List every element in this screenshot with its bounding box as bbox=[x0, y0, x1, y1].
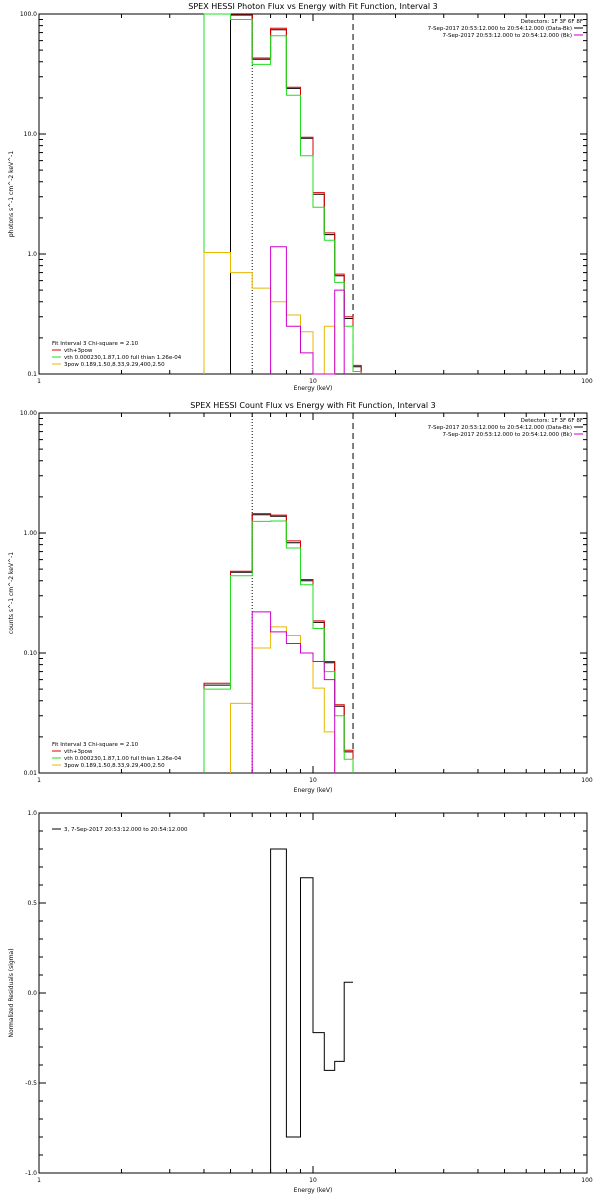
series-vth-3pow bbox=[203, 13, 362, 374]
y-axis: 0.1 1.0 10.0 100.0 bbox=[20, 11, 587, 378]
legend-fit-interval: Fit Interval 3 Chi-square = 2.10 bbox=[52, 742, 139, 748]
y-tick-label: 1.00 bbox=[24, 530, 38, 537]
header-line-data-bk: 7-Sep-2017 20:53:12.000 to 20:54:12.000 … bbox=[428, 26, 572, 32]
series-vth bbox=[203, 520, 354, 773]
y-tick-label: 0.01 bbox=[24, 770, 38, 777]
panel-title: SPEX HESSI Photon Flux vs Energy with Fi… bbox=[188, 2, 438, 11]
x-tick-label: 10 bbox=[309, 1177, 317, 1184]
legend-fit-interval: Fit Interval 3 Chi-square = 2.10 bbox=[52, 341, 139, 347]
y-tick-label: 10.00 bbox=[20, 410, 37, 417]
series-background bbox=[251, 611, 336, 773]
y-axis: -1.0 -0.5 0.0 0.5 1.0 bbox=[25, 810, 587, 1177]
panel-title: SPEX HESSI Count Flux vs Energy with Fit… bbox=[190, 401, 435, 410]
series-background bbox=[270, 246, 345, 375]
header-block: Detectors: 1F 3F 6F 8F 7-Sep-2017 20:53:… bbox=[428, 418, 583, 438]
header-block: Detectors: 1F 3F 6F 8F 7-Sep-2017 20:53:… bbox=[428, 19, 583, 39]
header-line-detectors: Detectors: 1F 3F 6F 8F bbox=[521, 418, 583, 424]
header-line-detectors: Detectors: 1F 3F 6F 8F bbox=[521, 19, 583, 25]
series-3pow bbox=[203, 252, 336, 375]
y-tick-label: 10.0 bbox=[24, 131, 38, 138]
legend-3pow: 3pow 0.189,1.50,8.33,9.29,400,2.50 bbox=[64, 763, 165, 769]
legend: Fit Interval 3 Chi-square = 2.10 vth+3po… bbox=[52, 742, 182, 769]
y-tick-label: 1.0 bbox=[27, 251, 37, 258]
x-tick-label: 1 bbox=[37, 1177, 41, 1184]
x-axis-label: Energy (keV) bbox=[294, 1187, 333, 1194]
y-tick-label: 0.10 bbox=[24, 650, 38, 657]
y-tick-label: 1.0 bbox=[27, 810, 37, 817]
y-tick-label: 0.0 bbox=[27, 990, 37, 997]
x-axis-label: Energy (keV) bbox=[294, 787, 333, 794]
y-axis-label: counts s^-1 cm^-2 keV^-1 bbox=[8, 552, 15, 634]
legend-vth3pow: vth+3pow bbox=[64, 749, 93, 755]
legend-3pow: 3pow 0.189,1.50,8.33,9.29,400,2.50 bbox=[64, 362, 165, 368]
legend: Fit Interval 3 Chi-square = 2.10 vth+3po… bbox=[52, 341, 182, 368]
y-tick-label: -0.5 bbox=[25, 1080, 37, 1087]
x-tick-label: 1 bbox=[37, 378, 41, 385]
y-tick-label: 0.1 bbox=[27, 371, 37, 378]
x-tick-label: 10 bbox=[309, 378, 317, 385]
legend-vth: vth 0.000230,1.87,1.00 full thian 1.26e-… bbox=[64, 756, 182, 762]
panel-count-flux: SPEX HESSI Count Flux vs Energy with Fit… bbox=[8, 401, 593, 794]
x-axis: 1 10 100 bbox=[37, 14, 593, 385]
panel-residuals: 3, 7-Sep-2017 20:53:12.000 to 20:54:12.0… bbox=[8, 810, 593, 1194]
x-axis-label: Energy (keV) bbox=[294, 385, 333, 392]
x-tick-label: 100 bbox=[581, 777, 593, 784]
series-vth bbox=[203, 13, 362, 374]
series-3pow bbox=[230, 626, 336, 773]
y-axis-label: Normalized Residuals (sigma) bbox=[8, 948, 15, 1037]
x-axis: 1 10 100 bbox=[37, 813, 593, 1184]
series-data bbox=[203, 514, 354, 773]
panel-photon-flux: SPEX HESSI Photon Flux vs Energy with Fi… bbox=[8, 2, 593, 392]
x-axis: 1 10 100 bbox=[37, 413, 593, 784]
x-tick-label: 100 bbox=[581, 378, 593, 385]
x-tick-label: 10 bbox=[309, 777, 317, 784]
header-line-bk: 7-Sep-2017 20:53:12.000 to 20:54:12.000 … bbox=[443, 33, 573, 39]
y-tick-label: 100.0 bbox=[20, 11, 37, 18]
header-line-data-bk: 7-Sep-2017 20:53:12.000 to 20:54:12.000 … bbox=[428, 425, 572, 431]
x-tick-label: 1 bbox=[37, 777, 41, 784]
series-vth-3pow bbox=[203, 513, 354, 773]
legend: 3, 7-Sep-2017 20:53:12.000 to 20:54:12.0… bbox=[52, 827, 188, 833]
y-axis: 0.01 0.10 1.00 10.00 bbox=[20, 410, 587, 777]
header-line-bk: 7-Sep-2017 20:53:12.000 to 20:54:12.000 … bbox=[443, 432, 573, 438]
series-3-7-sep-2017-20-53-12-000-to-20-54-12-000 bbox=[252, 848, 353, 1174]
legend-residuals: 3, 7-Sep-2017 20:53:12.000 to 20:54:12.0… bbox=[64, 827, 188, 833]
legend-vth: vth 0.000230,1.87,1.00 full thian 1.26e-… bbox=[64, 355, 182, 361]
x-tick-label: 100 bbox=[581, 1177, 593, 1184]
y-tick-label: -1.0 bbox=[25, 1170, 37, 1177]
legend-vth3pow: vth+3pow bbox=[64, 348, 93, 354]
y-tick-label: 0.5 bbox=[27, 900, 37, 907]
y-axis-label: photons s^-1 cm^-2 keV^-1 bbox=[8, 151, 15, 237]
series-data bbox=[230, 14, 362, 374]
